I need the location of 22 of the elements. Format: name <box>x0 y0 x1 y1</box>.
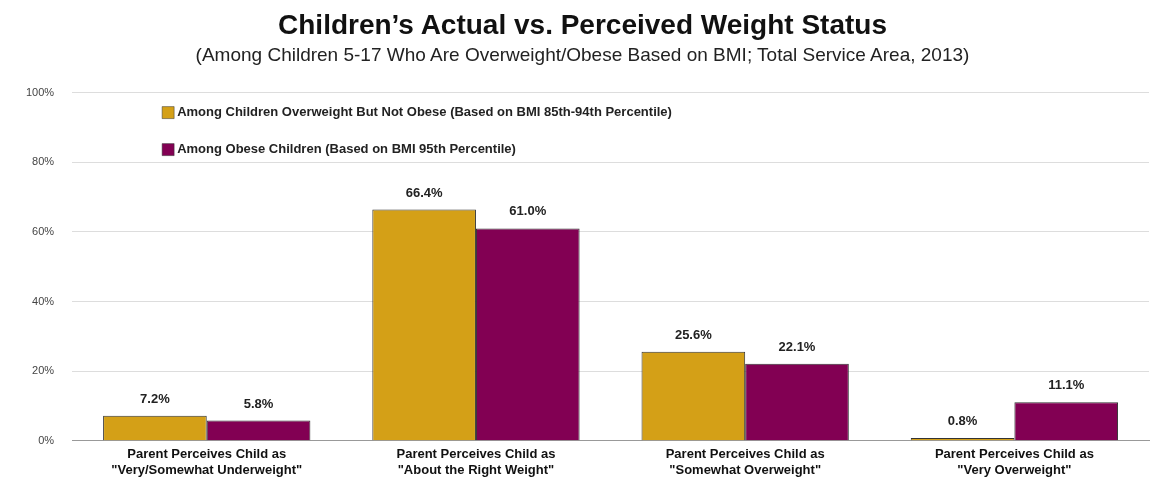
data-label: 7.2% <box>140 390 171 406</box>
y-tick-label: 20% <box>32 364 55 377</box>
data-label: 66.4% <box>405 184 443 200</box>
chart-title: Children’s Actual vs. Perceived Weight Status <box>277 8 888 42</box>
data-label: 11.1% <box>1048 377 1085 393</box>
data-label: 25.6% <box>674 326 713 342</box>
x-tick-label: Parent Perceives Child as "Somewhat Overweight" <box>665 446 825 477</box>
x-tick-label: Parent Perceives Child as "About the Right Weight" <box>396 446 556 477</box>
data-label: 0.8% <box>947 413 978 429</box>
legend-label: Among Obese Children (Based on BMI 95th Percentile) <box>177 141 516 157</box>
data-label: 22.1% <box>778 338 816 354</box>
y-tick-label: 0% <box>38 433 55 446</box>
data-label: 61.0% <box>509 203 547 219</box>
chart-subtitle: (Among Children 5-17 Who Are Overweight/Obese Based on BMI; Total Service Area, 2013) <box>194 43 971 67</box>
legend-label: Among Children Overweight But Not Obese (Based on BMI 85th-94th Percentile) <box>177 104 672 120</box>
y-tick-label: 60% <box>32 224 55 237</box>
y-tick-label: 40% <box>32 294 55 307</box>
x-tick-label: Parent Perceives Child as "Very/Somewhat Underweight" <box>111 446 303 477</box>
y-tick-label: 100% <box>25 85 55 98</box>
y-tick-label: 80% <box>32 155 55 168</box>
data-label: 5.8% <box>243 395 274 411</box>
x-tick-label: Parent Perceives Child as "Very Overweight" <box>934 446 1094 477</box>
